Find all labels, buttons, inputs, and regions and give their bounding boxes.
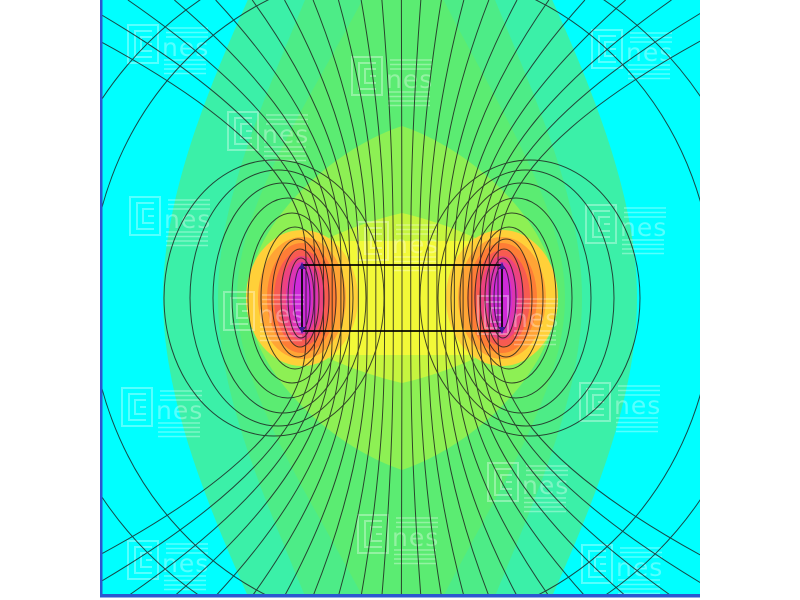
watermark-text: nes <box>616 553 663 582</box>
enes-logo-e-box-icon <box>351 56 383 96</box>
enes-logo-e-glyph-icon <box>598 35 616 63</box>
enes-logo-e-box-icon <box>223 291 255 331</box>
enes-logo-e-box-icon <box>591 29 623 69</box>
watermark-text: nes <box>620 213 667 242</box>
plot-left-border <box>100 0 103 597</box>
watermark-text: nes <box>392 523 439 552</box>
watermark-text: nes <box>392 230 439 259</box>
magnet-bar <box>301 264 503 332</box>
watermark-text: nes <box>626 38 673 67</box>
enes-logo-e-box-icon <box>477 295 509 335</box>
enes-logo-e-box-icon <box>121 387 153 427</box>
enes-logo-e-glyph-icon <box>494 468 512 496</box>
enes-logo-e-box-icon <box>129 196 161 236</box>
enes-logo-e-glyph-icon <box>586 388 604 416</box>
enes-logo-e-box-icon <box>227 111 259 151</box>
enes-watermark: nes <box>581 544 663 595</box>
enes-watermark: nes <box>351 56 433 107</box>
enes-logo-e-box-icon <box>487 462 519 502</box>
enes-watermark: nes <box>477 295 559 346</box>
enes-logo-e-glyph-icon <box>136 202 154 230</box>
enes-logo-e-glyph-icon <box>592 210 610 238</box>
flux-lines <box>101 0 700 597</box>
enes-watermark: nes <box>223 291 304 342</box>
watermark-text: nes <box>614 391 661 420</box>
plot-bottom-border <box>100 594 700 598</box>
enes-logo-e-glyph-icon <box>230 297 248 325</box>
watermark-text: nes <box>522 471 569 500</box>
enes-watermark: nes <box>121 387 203 438</box>
watermark-text: nes <box>164 205 211 234</box>
enes-watermark: nes <box>591 29 673 80</box>
enes-watermark: nes <box>585 204 667 255</box>
plot-area: nes nes nes nes nes nes nes nes nes nes nes nes nes n… <box>101 0 700 597</box>
enes-watermark: nes <box>127 24 209 75</box>
enes-logo-e-box-icon <box>579 382 611 422</box>
watermark-text: nes <box>156 396 203 425</box>
enes-logo-e-box-icon <box>127 540 159 580</box>
enes-watermark: nes <box>227 111 308 162</box>
enes-logo-e-box-icon <box>127 24 159 64</box>
watermark-text: nes <box>162 33 209 62</box>
enes-logo-e-box-icon <box>585 204 617 244</box>
pole-tip-markers <box>299 262 505 334</box>
watermark-text: nes <box>386 65 433 94</box>
enes-logo-e-glyph-icon <box>588 550 606 578</box>
enes-logo-e-box-icon <box>581 544 613 584</box>
enes-logo-e-glyph-icon <box>128 393 146 421</box>
watermark-text: nes <box>512 304 559 333</box>
enes-watermark: nes <box>579 382 661 433</box>
